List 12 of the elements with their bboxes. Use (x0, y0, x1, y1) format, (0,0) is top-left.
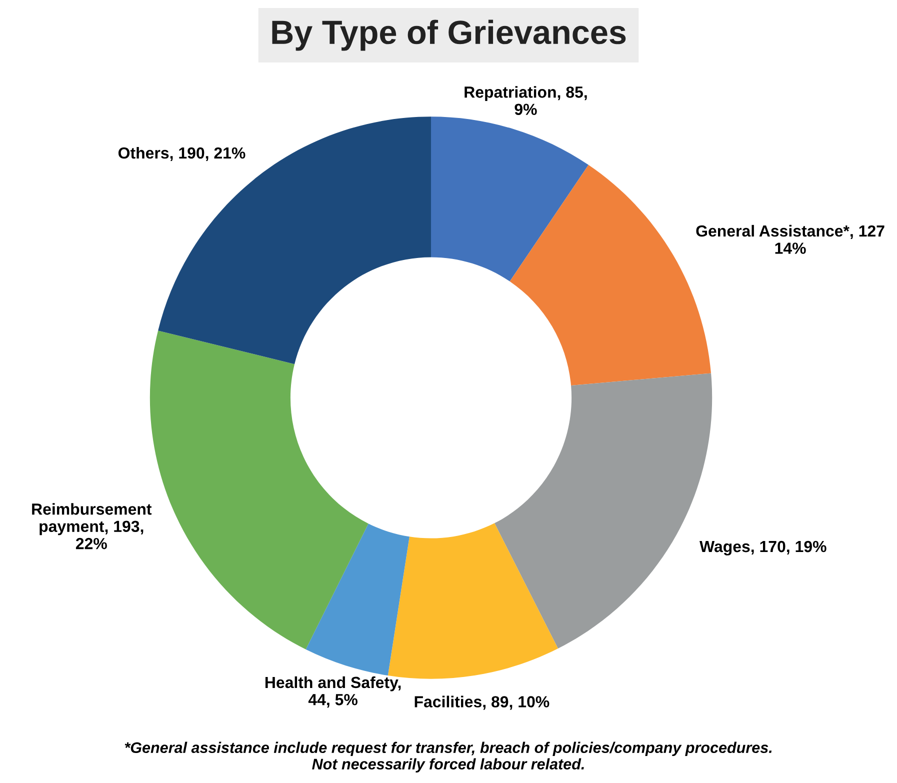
donut-slice (150, 330, 368, 650)
slice-label: Reimbursement payment, 193, 22% (32, 503, 152, 550)
slice-label: Repatriation, 85, 9% (464, 86, 587, 116)
donut-slice (431, 116, 589, 282)
text: *General assistance include request for transfer, breach of policies/company procedures. Not necessarily forced labour related. (124, 742, 772, 773)
chart-title: By Type of Grievances (272, 20, 626, 51)
slice-label: General Assistance*, 127 14% (696, 224, 884, 254)
slice-label: Health and Safety, 44, 5% (265, 676, 401, 708)
slice-label: Facilities, 89, 10% (414, 696, 550, 710)
slice-label: Wages, 170, 19% (700, 540, 826, 556)
donut-slice (306, 524, 410, 676)
slice-label: Others, 190, 21% (118, 146, 246, 161)
